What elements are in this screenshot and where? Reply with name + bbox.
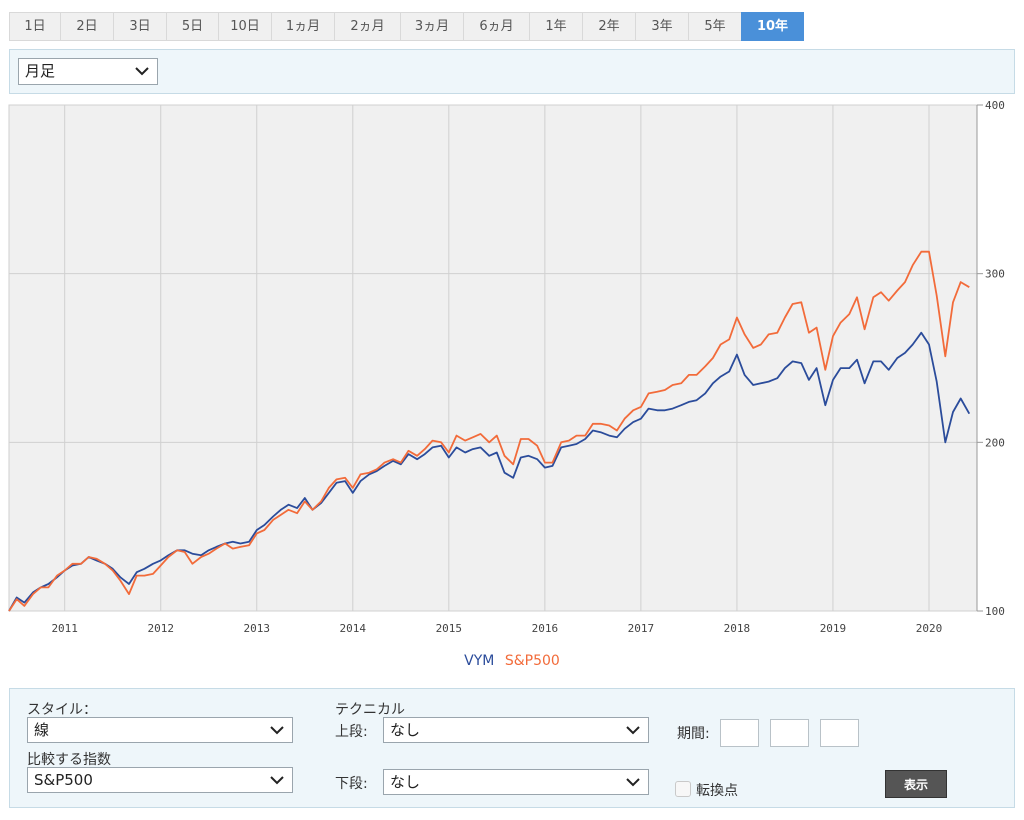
style-select-value: 線: [34, 721, 50, 739]
period-tabs: 1日 2日 3日 5日 10日 1ヵ月 2ヵ月 3ヵ月 6ヵ月 1年 2年 3年 5年 10年: [9, 12, 804, 41]
tab-12[interactable]: 5年: [688, 12, 741, 41]
x-tick-label: 2017: [628, 622, 655, 635]
chevron-down-icon: [626, 778, 640, 787]
period-input-2[interactable]: [770, 719, 809, 747]
x-tick-label: 2015: [436, 622, 463, 635]
tab-9[interactable]: 1年: [529, 12, 582, 41]
tab-13[interactable]: 10年: [741, 12, 804, 41]
turning-point-checkbox[interactable]: [675, 781, 691, 797]
period-select[interactable]: 月足: [18, 58, 158, 85]
tab-8[interactable]: 6ヵ月: [463, 12, 529, 41]
period-select-value: 月足: [25, 62, 56, 80]
compare-index-label: 比較する指数: [27, 752, 111, 768]
tab-7[interactable]: 3ヵ月: [400, 12, 463, 41]
legend-vym: VYM: [464, 653, 495, 669]
y-tick-label: 100: [985, 605, 1005, 618]
lower-label: 下段:: [335, 776, 368, 792]
period-bar: 月足: [9, 49, 1015, 94]
tab-4[interactable]: 10日: [218, 12, 271, 41]
chevron-down-icon: [270, 776, 284, 785]
technical-label: テクニカル: [335, 702, 405, 718]
plot-area: [8, 104, 978, 612]
tab-3[interactable]: 5日: [166, 12, 218, 41]
chart-legend: VYM S&P500: [0, 653, 1024, 669]
x-tick-label: 2019: [820, 622, 847, 635]
tab-1[interactable]: 2日: [60, 12, 113, 41]
lower-technical-value: なし: [390, 773, 421, 791]
tab-0[interactable]: 1日: [9, 12, 60, 41]
series-line-0: [8, 331, 971, 612]
chevron-down-icon: [626, 726, 640, 735]
period-label: 期間:: [677, 726, 710, 742]
price-chart: 2011 2012 2013 2014 2015 2016 2017 2018 2019 2020…: [0, 98, 1024, 658]
show-button[interactable]: 表示: [885, 770, 947, 798]
style-label: スタイル：: [27, 702, 97, 718]
y-tick-label: 300: [985, 268, 1005, 281]
x-tick-label: 2012: [147, 622, 174, 635]
compare-index-select[interactable]: S&P500: [27, 767, 293, 793]
upper-label: 上段:: [335, 724, 368, 740]
upper-technical-value: なし: [390, 721, 421, 739]
x-tick-label: 2011: [51, 622, 78, 635]
period-input-1[interactable]: [720, 719, 759, 747]
x-tick-label: 2014: [340, 622, 367, 635]
tab-5[interactable]: 1ヵ月: [271, 12, 334, 41]
x-tick-label: 2018: [724, 622, 751, 635]
y-tick-label: 400: [985, 99, 1005, 112]
chevron-down-icon: [270, 726, 284, 735]
y-tick-label: 200: [985, 436, 1005, 449]
chart-svg: 2011 2012 2013 2014 2015 2016 2017 2018 2019 2020…: [8, 99, 1005, 635]
tab-10[interactable]: 2年: [582, 12, 635, 41]
x-tick-label: 2020: [916, 622, 943, 635]
tab-11[interactable]: 3年: [635, 12, 688, 41]
x-tick-label: 2016: [532, 622, 559, 635]
chevron-down-icon: [135, 67, 149, 76]
chart-settings-panel: スタイル： 線 比較する指数 S&P500 テクニカル 上段: なし 下段: な…: [9, 688, 1015, 808]
tab-2[interactable]: 3日: [113, 12, 166, 41]
period-input-3[interactable]: [820, 719, 859, 747]
turning-point-label: 転換点: [696, 783, 738, 799]
upper-technical-select[interactable]: なし: [383, 717, 649, 743]
x-tick-label: 2013: [244, 622, 271, 635]
compare-index-value: S&P500: [34, 771, 93, 789]
legend-sp500: S&P500: [504, 653, 560, 669]
tab-6[interactable]: 2ヵ月: [334, 12, 400, 41]
style-select[interactable]: 線: [27, 717, 293, 743]
lower-technical-select[interactable]: なし: [383, 769, 649, 795]
series-line-1: [8, 250, 970, 612]
